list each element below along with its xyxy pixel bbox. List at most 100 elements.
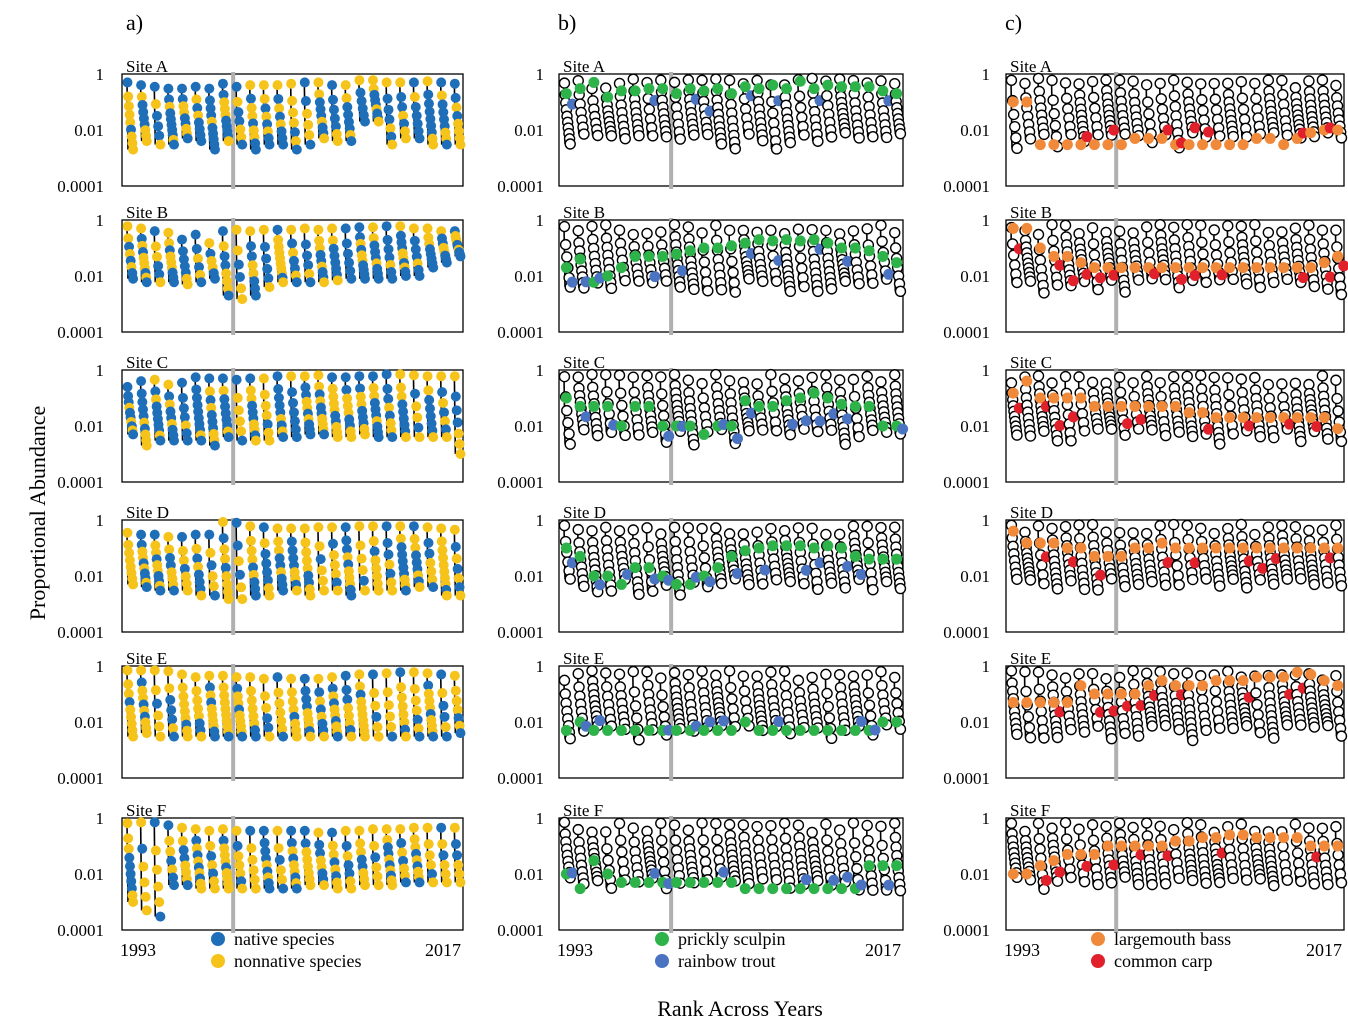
data-point xyxy=(258,825,269,836)
plot-a-site-b: Site B10.010.0001 xyxy=(57,203,466,342)
data-point xyxy=(289,127,300,138)
data-point xyxy=(217,226,228,237)
highlight-point-rainbow-trout xyxy=(621,568,633,580)
site-label: Site F xyxy=(563,801,603,820)
data-point xyxy=(261,558,272,569)
site-label: Site B xyxy=(126,203,168,222)
highlight-point-prickly-sculpin xyxy=(891,716,903,728)
data-point xyxy=(387,432,398,443)
data-point xyxy=(890,687,902,699)
data-point xyxy=(124,697,135,708)
data-point xyxy=(757,873,769,885)
data-point xyxy=(668,666,681,679)
data-point xyxy=(1222,522,1234,535)
highlight-point-prickly-sculpin xyxy=(753,724,765,736)
highlight-point-largemouth-bass xyxy=(1021,696,1033,708)
data-point xyxy=(1038,287,1050,299)
data-point xyxy=(424,850,435,861)
data-point xyxy=(1140,817,1153,829)
data-point xyxy=(209,590,220,601)
highlight-point-prickly-sculpin xyxy=(725,550,737,562)
data-point xyxy=(409,534,420,545)
data-point xyxy=(233,107,244,118)
data-point xyxy=(439,416,450,427)
data-point xyxy=(674,589,686,601)
data-point xyxy=(341,535,352,546)
data-point xyxy=(234,860,245,871)
highlight-point-common-carp xyxy=(1067,275,1079,287)
data-point xyxy=(259,93,270,104)
highlight-point-largemouth-bass xyxy=(1034,242,1046,254)
highlight-point-largemouth-bass xyxy=(1291,666,1303,678)
data-point xyxy=(138,861,149,872)
data-point xyxy=(1160,429,1172,442)
highlight-point-prickly-sculpin xyxy=(781,540,793,552)
data-point xyxy=(428,262,439,273)
highlight-point-largemouth-bass xyxy=(1264,412,1276,424)
data-point xyxy=(743,425,755,437)
y-tick-label: 0.0001 xyxy=(497,177,544,196)
data-point xyxy=(770,143,783,155)
data-point xyxy=(1214,438,1226,450)
data-point xyxy=(1100,74,1112,86)
data-point xyxy=(441,590,452,601)
data-point xyxy=(299,825,310,836)
plot-b-site-b: Site B10.010.0001 xyxy=(497,203,907,342)
data-point xyxy=(768,117,780,129)
data-point xyxy=(358,575,369,586)
data-point xyxy=(1105,877,1118,889)
data-point xyxy=(237,883,248,894)
data-point xyxy=(1276,378,1288,390)
data-point xyxy=(123,688,134,699)
data-point xyxy=(1060,833,1073,845)
data-point xyxy=(287,696,298,707)
highlight-point-prickly-sculpin xyxy=(781,883,793,895)
highlight-point-prickly-sculpin xyxy=(781,395,793,407)
data-point xyxy=(450,92,461,103)
data-point xyxy=(178,555,189,566)
data-point xyxy=(329,559,340,570)
data-point xyxy=(1308,280,1321,293)
data-point xyxy=(1249,77,1261,90)
highlight-point-prickly-sculpin xyxy=(670,88,682,100)
data-point xyxy=(196,277,207,288)
highlight-point-prickly-sculpin xyxy=(781,724,793,736)
plot-frame xyxy=(121,665,464,779)
highlight-point-largemouth-bass xyxy=(1251,542,1263,554)
y-tick-label: 1 xyxy=(536,361,545,380)
data-point xyxy=(1088,249,1101,261)
data-point xyxy=(124,241,135,252)
data-point xyxy=(400,731,411,742)
data-point xyxy=(1295,875,1307,888)
data-point xyxy=(428,877,439,888)
data-point xyxy=(600,82,612,94)
data-point xyxy=(586,368,598,381)
data-point xyxy=(1254,430,1267,443)
highlight-point-rainbow-trout xyxy=(566,98,578,110)
data-point xyxy=(177,545,188,556)
data-point xyxy=(696,74,708,86)
data-point xyxy=(558,816,571,829)
data-point xyxy=(341,544,352,555)
highlight-point-largemouth-bass xyxy=(1197,680,1209,692)
data-point xyxy=(1119,429,1131,441)
data-point xyxy=(359,273,370,284)
highlight-point-prickly-sculpin xyxy=(629,562,641,574)
data-point xyxy=(223,594,234,605)
data-point xyxy=(657,399,669,412)
data-point xyxy=(876,679,888,692)
data-point xyxy=(1241,720,1253,732)
data-point xyxy=(1059,370,1072,383)
highlight-point-prickly-sculpin xyxy=(574,550,586,562)
highlight-point-prickly-sculpin xyxy=(698,876,710,888)
highlight-point-common-carp xyxy=(1284,418,1296,430)
highlight-point-largemouth-bass xyxy=(1021,537,1033,549)
highlight-point-common-carp xyxy=(1257,562,1269,574)
data-point xyxy=(342,393,353,404)
data-point xyxy=(1007,108,1020,121)
data-point xyxy=(723,224,736,236)
data-point xyxy=(367,824,378,835)
data-point xyxy=(231,517,242,528)
data-point xyxy=(371,862,382,873)
highlight-point-prickly-sculpin xyxy=(822,540,834,552)
